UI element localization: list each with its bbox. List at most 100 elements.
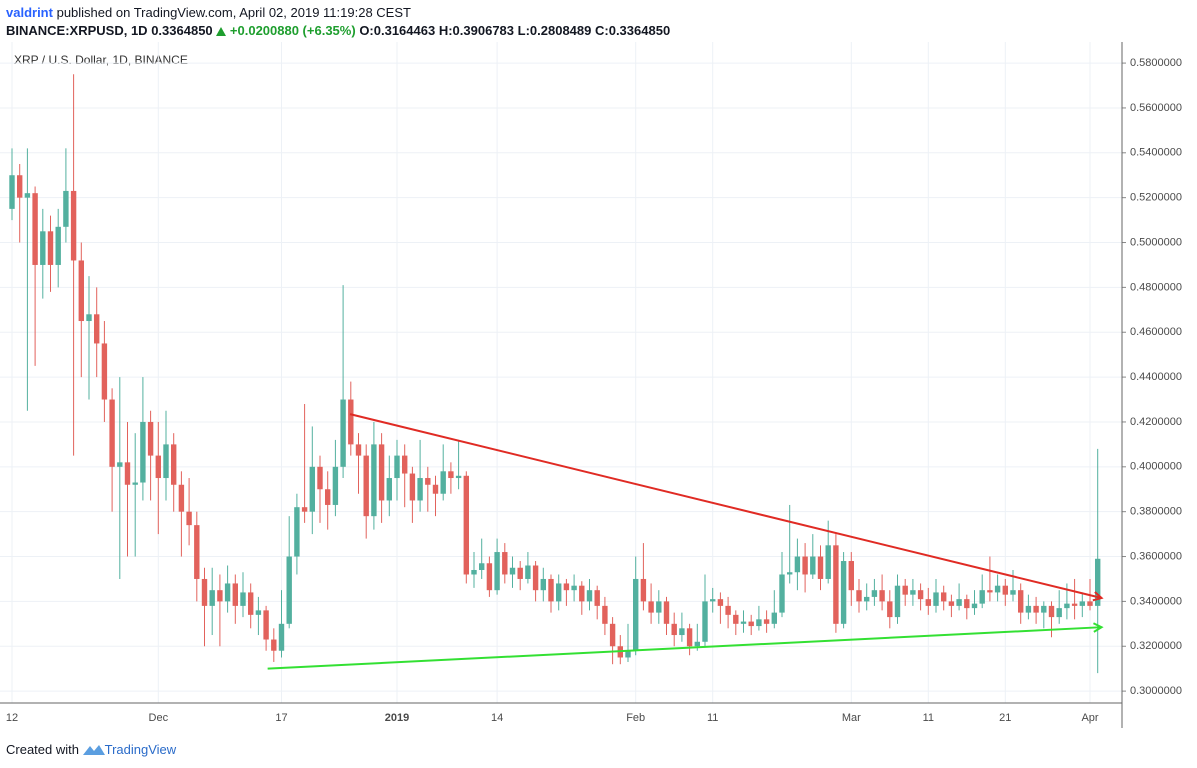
candle-body: [1025, 605, 1032, 613]
x-tick-label: Mar: [842, 712, 861, 724]
candle-body: [663, 601, 670, 624]
brand[interactable]: TradingView: [104, 742, 177, 757]
y-tick-label: 0.4600000: [1130, 326, 1182, 338]
candle-body: [124, 462, 131, 485]
candle-body: [109, 399, 115, 467]
candle-body: [55, 226, 61, 265]
candle-body: [879, 590, 885, 602]
candle-body: [240, 592, 246, 606]
candle-body: [686, 628, 693, 647]
candle-body: [486, 563, 493, 591]
x-tick-label: 21: [999, 712, 1011, 724]
y-tick-label: 0.5200000: [1130, 192, 1182, 204]
candle-body: [117, 462, 123, 467]
candle-body: [933, 592, 939, 606]
candle-body: [286, 556, 292, 624]
x-tick-label: 12: [6, 712, 18, 724]
created: Created with: [6, 742, 79, 757]
candle-body: [694, 641, 700, 647]
y-tick-label: 0.5600000: [1130, 102, 1182, 114]
candle-body: [525, 565, 531, 579]
candle-body: [371, 444, 377, 517]
candle-body: [1002, 585, 1008, 595]
y-tick-label: 0.5000000: [1130, 236, 1182, 248]
candle-body: [1071, 603, 1078, 606]
candle-body: [417, 478, 423, 501]
candle-body: [217, 590, 223, 602]
x-tick-label: 14: [491, 712, 503, 724]
candle-body: [856, 590, 862, 602]
author[interactable]: valdrint: [6, 5, 53, 20]
candle-body: [1018, 590, 1024, 613]
y-tick-label: 0.3400000: [1130, 595, 1182, 607]
candle-body: [941, 592, 947, 602]
candle-body: [70, 190, 77, 261]
candle-body: [1056, 608, 1062, 618]
candle-body: [378, 444, 385, 501]
candle-body: [132, 482, 138, 485]
trendline: [349, 413, 1102, 600]
low: L:0.2808489: [517, 23, 592, 38]
arrow-head: [1093, 622, 1104, 633]
candle-body: [779, 574, 785, 613]
x-tick-label: Feb: [626, 712, 645, 724]
x-tick-label: Apr: [1081, 712, 1098, 724]
candle-body: [32, 193, 38, 265]
candle-body: [409, 473, 416, 501]
quote-line: BINANCE:XRPUSD, 1D 0.3364850 +0.0200880 …: [6, 22, 670, 40]
candle-body: [894, 585, 901, 618]
candle-body: [309, 466, 315, 512]
candle-body: [787, 572, 793, 575]
candle-body: [425, 478, 431, 485]
candle-body: [101, 343, 108, 400]
candle-body: [155, 455, 161, 479]
logo: [82, 745, 105, 755]
header: valdrint published on TradingView.com, A…: [6, 4, 670, 40]
candle-body: [86, 314, 92, 322]
candle-body: [348, 399, 354, 445]
candle-body: [509, 567, 516, 575]
candle-body: [363, 455, 369, 517]
footer: Created with TradingView: [6, 742, 176, 757]
candle-body: [40, 231, 46, 265]
candle-body: [1010, 590, 1016, 595]
candle-body: [163, 444, 169, 479]
candle-body: [402, 455, 408, 474]
candle-body: [325, 489, 331, 505]
candle-body: [532, 565, 539, 591]
candle-body: [232, 583, 238, 606]
candle-body: [948, 601, 955, 606]
candle-body: [63, 190, 69, 227]
candle-body: [548, 578, 554, 602]
candle-body: [224, 583, 231, 602]
y-tick-label: 0.4000000: [1130, 461, 1182, 473]
candle-body: [987, 590, 993, 593]
x-tick-label: Dec: [149, 712, 169, 724]
candle-body: [887, 601, 893, 618]
candle-body: [825, 545, 831, 579]
candle-body: [594, 590, 600, 606]
candle-body: [278, 623, 285, 651]
candle-body: [494, 552, 500, 591]
candle-body: [455, 475, 462, 479]
candle-body: [902, 585, 908, 595]
candle-body: [810, 556, 816, 575]
candle-body: [140, 421, 146, 483]
y-tick-label: 0.3800000: [1130, 506, 1182, 518]
candle-body: [432, 484, 439, 494]
candle-body: [248, 592, 254, 615]
candle-body: [317, 466, 323, 490]
candle-body: [710, 599, 716, 602]
x-tick-label: 11: [923, 712, 934, 724]
candle-body: [178, 484, 185, 512]
candle-body: [171, 444, 177, 485]
up-arrow: [216, 27, 227, 36]
candle-body: [840, 561, 847, 624]
candle-body: [440, 471, 446, 494]
candle-body: [1064, 603, 1070, 609]
candle-body: [756, 619, 762, 627]
candle-body: [994, 585, 1001, 593]
candle-body: [394, 455, 400, 479]
candle-body: [78, 260, 84, 322]
